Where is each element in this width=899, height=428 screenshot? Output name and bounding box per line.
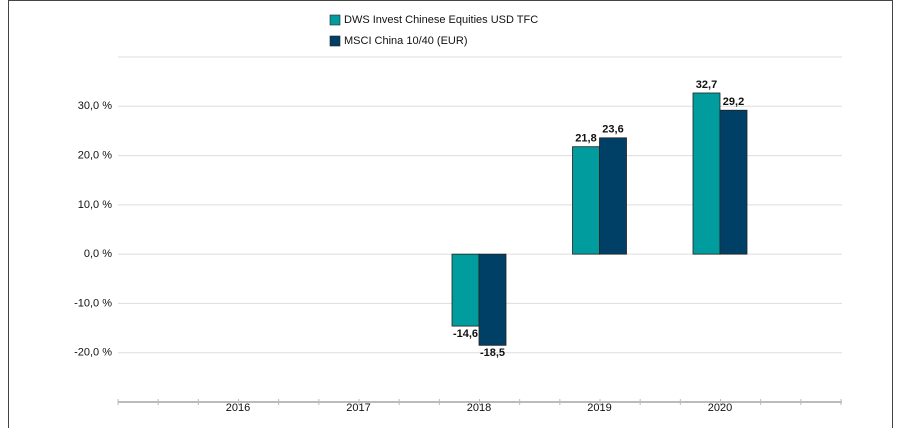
y-tick-label: -20,0 % — [74, 347, 112, 359]
bar — [599, 137, 627, 255]
legend-swatch — [329, 14, 341, 26]
x-tick-label: 2017 — [346, 402, 370, 414]
y-tick-label: 20,0 % — [78, 149, 112, 161]
bar — [572, 146, 600, 255]
x-tick-label: 2020 — [708, 402, 732, 414]
y-tick-label: 0,0 % — [84, 248, 112, 260]
data-label: 23,6 — [602, 124, 623, 136]
data-label: 32,7 — [696, 79, 717, 91]
x-tick-label: 2018 — [467, 402, 491, 414]
x-tick-label: 2016 — [226, 402, 250, 414]
y-tick-label: 10,0 % — [78, 199, 112, 211]
bar — [692, 92, 721, 255]
data-label: 21,8 — [575, 133, 596, 145]
legend-label: DWS Invest Chinese Equities USD TFC — [344, 14, 538, 26]
bar — [478, 253, 507, 346]
bar — [719, 109, 748, 255]
y-tick-label: -10,0 % — [74, 297, 112, 309]
data-label: -18,5 — [480, 347, 505, 359]
data-label: -14,6 — [453, 328, 478, 340]
bar — [451, 253, 480, 327]
data-label: 29,2 — [723, 96, 744, 108]
legend-swatch — [329, 35, 341, 47]
y-tick-label: 30,0 % — [78, 100, 112, 112]
frame — [8, 0, 893, 428]
x-tick-label: 2019 — [587, 402, 611, 414]
legend-label: MSCI China 10/40 (EUR) — [344, 35, 468, 47]
